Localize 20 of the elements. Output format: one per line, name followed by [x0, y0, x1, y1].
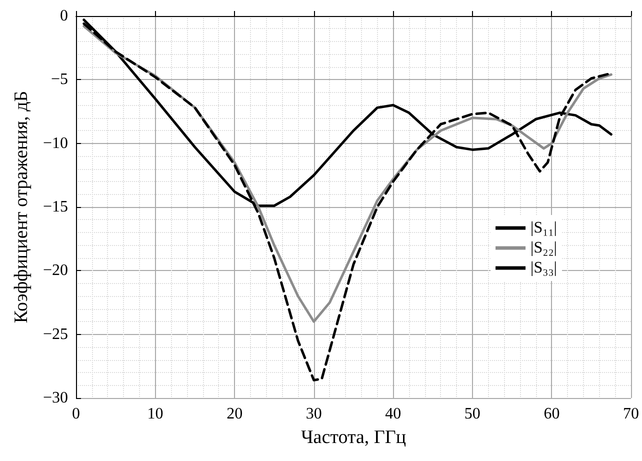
y-tick-label: 0 [60, 8, 68, 24]
y-tick-label: −5 [50, 71, 68, 88]
x-tick-label: 60 [544, 406, 560, 422]
y-tick-label: −15 [42, 198, 68, 216]
x-axis-title: Частота, ГГц [300, 427, 406, 448]
y-tick-label: −25 [42, 326, 68, 343]
y-tick-label: −30 [42, 390, 68, 406]
x-tick-label: 0 [72, 406, 80, 422]
x-tick-label: 50 [464, 406, 480, 422]
y-tick-label: −20 [42, 262, 68, 280]
legend-label: |S₃₃| [530, 260, 558, 276]
legend-label: |S₁₁| [530, 220, 558, 236]
x-tick-label: 40 [385, 406, 402, 422]
x-tick-label: 10 [147, 406, 164, 422]
x-tick-label: 70 [623, 406, 639, 422]
x-tick-label: 20 [226, 406, 243, 422]
y-tick-label: −10 [42, 134, 68, 152]
legend-label: |S₂₂| [530, 240, 558, 256]
x-tick-label: 30 [306, 406, 322, 422]
y-axis-title: Коэффициент отражения, дБ [11, 90, 32, 324]
